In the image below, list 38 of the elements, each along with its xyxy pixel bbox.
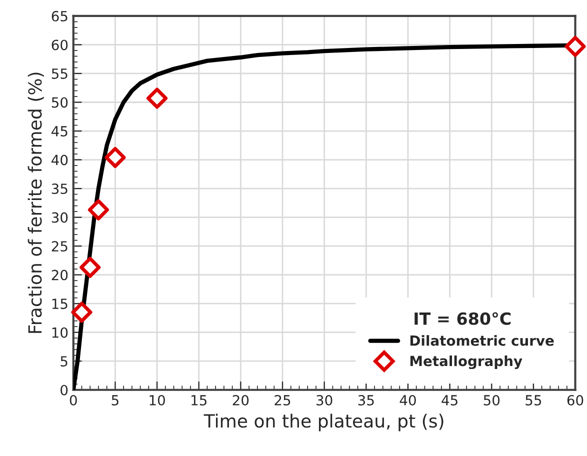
y-tick-label: 50	[52, 97, 68, 108]
y-tick-label: 20	[52, 270, 68, 280]
point	[564, 36, 586, 57]
y-tick-label: 30	[52, 212, 68, 223]
y-axis-title: Fraction of ferrite formed (%)	[28, 72, 44, 333]
x-tick-label: 0	[70, 394, 77, 406]
y-tick-label: 25	[52, 241, 68, 252]
point	[71, 302, 92, 323]
x-tick-label: 15	[192, 395, 206, 406]
x-tick-label: 10	[150, 394, 165, 406]
y-tick-label: 35	[52, 184, 68, 194]
y-tick-label: 10	[52, 327, 68, 338]
x-axis-title: Time on the plateau, pt (s)	[204, 414, 444, 432]
point	[146, 88, 168, 109]
y-tick-label: 5	[60, 356, 68, 367]
x-tick-label: 60	[567, 394, 584, 406]
point	[104, 146, 126, 168]
y-tick-label: 15	[52, 298, 68, 310]
y-tick-label: 65	[52, 10, 68, 22]
point	[80, 256, 101, 278]
x-tick-label: 35	[358, 394, 374, 406]
y-tick-label: 45	[52, 126, 68, 136]
x-tick-label: 40	[400, 394, 416, 406]
legend-title: IT = 680°C	[414, 312, 511, 325]
legend-label: Dilatometric curve	[410, 335, 554, 346]
x-tick-label: 30	[316, 394, 332, 406]
x-tick-label: 5	[112, 395, 118, 406]
x-tick-label: 55	[526, 395, 542, 406]
y-tick-label: 55	[52, 68, 68, 79]
y-tick-label: 60	[52, 40, 68, 50]
point	[88, 199, 109, 220]
x-tick-label: 45	[442, 395, 458, 406]
legend-label: Metallography	[410, 355, 522, 370]
x-tick-label: 50	[484, 394, 500, 406]
y-tick-label: 40	[52, 154, 68, 166]
x-tick-label: 20	[232, 394, 249, 406]
x-tick-label: 25	[274, 394, 290, 406]
y-tick-label: 0	[60, 384, 68, 396]
